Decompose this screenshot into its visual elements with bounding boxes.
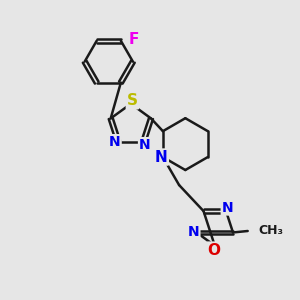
- Text: F: F: [129, 32, 139, 47]
- Text: N: N: [188, 226, 200, 239]
- Text: N: N: [109, 135, 121, 149]
- Text: CH₃: CH₃: [258, 224, 283, 238]
- Text: S: S: [127, 93, 138, 108]
- Text: N: N: [222, 200, 233, 214]
- Text: N: N: [139, 138, 151, 152]
- Text: N: N: [155, 150, 168, 165]
- Text: O: O: [208, 243, 221, 258]
